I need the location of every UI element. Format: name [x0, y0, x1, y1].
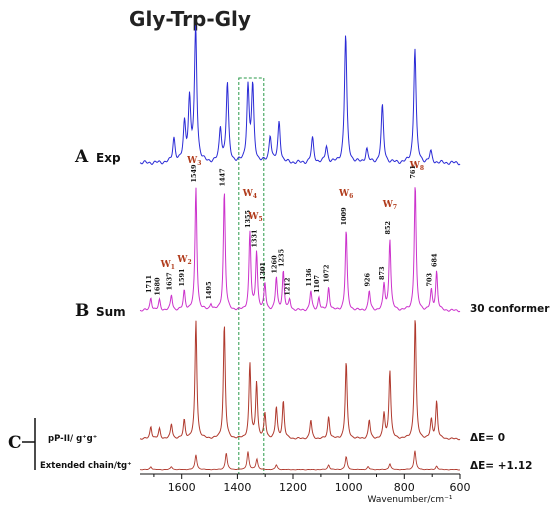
panel-b-letter: B: [75, 301, 89, 321]
peak-label-1591: 1591: [178, 268, 186, 286]
panel-c-sub1-label: pP-II/ g⁺g⁺: [48, 434, 97, 444]
x-axis: 1600 1400 1200 1000 800 600 Wavenumber/cm⁻¹: [140, 473, 471, 505]
peak-label-1260: 1260: [270, 255, 278, 274]
peak-label-926: 926: [363, 272, 371, 286]
panel-b-band-label-6: W6: [338, 189, 353, 200]
peak-label-1447: 1447: [218, 168, 226, 186]
series-exp-trace: [139, 25, 461, 166]
peak-label-1331: 1331: [251, 229, 259, 247]
chart-title: Gly-Trp-Gly: [129, 7, 251, 31]
panel-a-band-label-8: W8: [409, 161, 424, 172]
peak-label-852: 852: [384, 221, 392, 235]
series-sum-trace: [139, 187, 461, 313]
panel-a-band-labels: W3 W8: [186, 156, 424, 172]
panel-a-exp: A Exp W3 W8: [74, 25, 461, 172]
panel-c-sub2-label: Extended chain/tg⁺: [40, 461, 132, 471]
x-tick-label-1000: 1000: [335, 481, 363, 494]
panel-c-sub2-note: ΔE= +1.12: [470, 460, 532, 472]
panel-b-band-label-4: W4: [242, 189, 257, 200]
peak-label-1637: 1637: [165, 272, 173, 290]
series-extended-trace: [139, 450, 461, 471]
peak-label-1009: 1009: [340, 207, 348, 226]
series-ppii-trace: [139, 320, 461, 441]
panel-c-sub1-note: ΔE= 0: [470, 432, 505, 444]
x-tick-label-600: 600: [450, 481, 471, 494]
x-axis-ticks: 1600 1400 1200 1000 800 600: [153, 474, 471, 494]
x-tick-label-1200: 1200: [279, 481, 307, 494]
panel-c-bracket: [22, 418, 36, 470]
highlight-region-box: [238, 77, 265, 475]
peak-label-1136: 1136: [305, 268, 313, 287]
peak-label-1549: 1549: [190, 164, 198, 183]
panel-a-letter: A: [74, 147, 89, 167]
x-tick-label-800: 800: [394, 481, 415, 494]
panel-b-sum: B Sum 30 conformers 1711 1680 1637 1591 1549…: [75, 164, 550, 321]
peak-label-1301: 1301: [259, 262, 267, 280]
panel-b-note: 30 conformers: [470, 303, 550, 315]
panel-a-name: Exp: [96, 151, 121, 165]
peak-label-1680: 1680: [154, 277, 162, 296]
peak-label-1235: 1235: [277, 248, 285, 267]
peak-label-873: 873: [378, 266, 386, 280]
panel-b-band-label-5: W5: [247, 212, 262, 223]
panel-a-band-label-3: W3: [186, 156, 201, 167]
peak-label-1107: 1107: [313, 275, 321, 293]
peak-label-1212: 1212: [284, 278, 292, 296]
x-tick-label-1600: 1600: [168, 481, 196, 494]
panel-b-band-label-7: W7: [382, 200, 397, 211]
x-tick-label-1400: 1400: [223, 481, 251, 494]
peak-label-703: 703: [425, 272, 433, 286]
highlight-region-rect: [238, 77, 265, 475]
peak-label-761: 761: [409, 165, 417, 179]
x-axis-label: Wavenumber/cm⁻¹: [368, 495, 453, 505]
peak-label-1072: 1072: [323, 265, 331, 283]
peak-label-1355: 1355: [244, 209, 252, 228]
peak-label-684: 684: [431, 253, 439, 267]
panel-b-band-label-2: W2: [176, 255, 191, 266]
panel-c-conformers: C pP-II/ g⁺g⁺ Extended chain/tg⁺ ΔE= 0 Δ…: [8, 320, 532, 472]
peak-label-1495: 1495: [205, 281, 213, 300]
panel-b-name: Sum: [96, 305, 126, 319]
panel-b-band-label-1: W1: [160, 260, 175, 271]
peak-label-1711: 1711: [145, 275, 153, 293]
panel-c-letter: C: [8, 433, 22, 453]
